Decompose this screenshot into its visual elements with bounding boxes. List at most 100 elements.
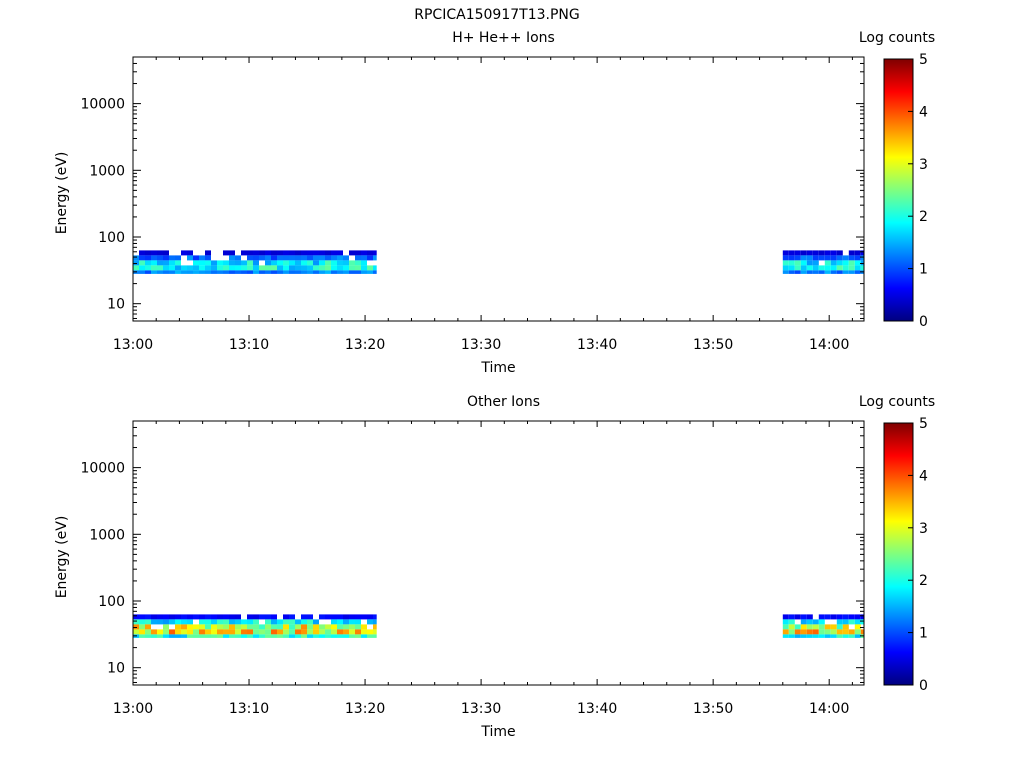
spectrogram-cell — [854, 624, 861, 630]
spectrogram-cell — [355, 255, 361, 261]
spectrogram-cell — [139, 270, 145, 274]
spectrogram-cell — [199, 624, 205, 630]
spectrogram-cell — [818, 614, 825, 620]
spectrogram-cell — [806, 619, 813, 625]
spectrogram-cell — [289, 255, 295, 261]
x-tick-label: 13:00 — [113, 337, 153, 353]
spectrogram-cell — [367, 270, 373, 274]
spectrogram-cell — [205, 255, 211, 261]
spectrogram-cell — [325, 250, 331, 256]
spectrogram-cell — [283, 260, 289, 266]
spectrogram-cell — [848, 260, 855, 266]
spectrogram-cell — [836, 250, 843, 256]
spectrogram-cell — [199, 260, 205, 266]
colorbar — [883, 422, 914, 686]
spectrogram-cell — [253, 255, 259, 261]
spectrogram-cell — [794, 270, 801, 274]
x-tick-label: 13:40 — [577, 701, 617, 717]
spectrogram-cell — [788, 614, 795, 620]
spectrogram-cell — [331, 619, 337, 625]
spectrogram-cell — [830, 624, 837, 630]
spectrogram-cell — [818, 270, 825, 274]
spectrogram-cell — [145, 260, 151, 266]
spectrogram-cell — [355, 629, 361, 635]
spectrogram-cell — [842, 265, 849, 271]
spectrogram-cell — [139, 255, 145, 261]
colorbar-tick-label: 1 — [919, 626, 928, 642]
spectrogram-cell — [307, 265, 313, 271]
spectrogram-cell — [223, 629, 229, 635]
spectrogram-cell — [169, 634, 175, 638]
spectrogram-cell — [265, 629, 271, 635]
spectrogram-cell — [217, 614, 223, 620]
spectrogram-cell — [277, 629, 283, 635]
spectrogram-cell — [181, 634, 187, 638]
spectrogram-cell — [271, 260, 277, 266]
spectrogram-cell — [139, 624, 145, 630]
colorbar-tick-label: 4 — [919, 468, 928, 484]
colorbar-tick-label: 3 — [919, 157, 928, 173]
spectrogram-cell — [247, 619, 253, 625]
spectrogram-cell — [812, 250, 819, 256]
spectrogram-cell — [373, 614, 377, 620]
spectrogram-cell — [169, 619, 175, 625]
spectrogram-cell — [800, 270, 807, 274]
spectrogram-cell — [223, 270, 229, 274]
spectrogram-cell — [313, 255, 319, 261]
colorbar-tick-label: 0 — [919, 314, 928, 330]
spectrogram-cell — [205, 265, 211, 271]
figure-title: RPCICA150917T13.PNG — [414, 7, 579, 23]
spectrogram-cell — [169, 629, 175, 635]
spectrogram-cell — [313, 634, 319, 638]
spectrogram-cell — [313, 250, 319, 256]
spectrogram-cell — [301, 629, 307, 635]
spectrogram-cell — [247, 629, 253, 635]
spectrogram-cell — [253, 629, 259, 635]
spectrogram-cell — [794, 255, 801, 261]
spectrogram-cell — [247, 624, 253, 630]
spectrogram-cell — [157, 250, 163, 256]
spectrogram-cell — [271, 629, 277, 635]
spectrogram-cell — [355, 265, 361, 271]
spectrogram-cell — [259, 624, 265, 630]
spectrogram-cell — [205, 614, 211, 620]
x-tick-label: 13:20 — [345, 337, 385, 353]
spectrogram-cell — [806, 255, 813, 261]
spectrogram-cell — [830, 260, 837, 266]
spectrogram-cell — [271, 270, 277, 274]
spectrogram-cell — [193, 614, 199, 620]
spectrogram-cell — [283, 255, 289, 261]
spectrogram-cell — [271, 265, 277, 271]
spectrogram-cell — [788, 629, 795, 635]
spectrogram-cell — [283, 614, 289, 620]
spectrogram-cell — [331, 270, 337, 274]
spectrogram-cell — [343, 265, 349, 271]
spectrogram-cell — [860, 260, 864, 266]
spectrogram-cell — [151, 634, 157, 638]
spectrogram-cell — [157, 634, 163, 638]
spectrogram-cell — [133, 255, 139, 261]
spectrogram-cell — [295, 250, 301, 256]
spectrogram-cell — [133, 624, 139, 630]
spectrogram-cell — [373, 619, 377, 625]
spectrogram-cell — [271, 634, 277, 638]
y-axis-label: Energy (eV) — [54, 152, 70, 235]
spectrogram-cell — [259, 265, 265, 271]
panel-h-he-ions: H+ He++ Ions 13:00 13:10 13:20 13:30 13:40 13:… — [54, 30, 935, 376]
spectrogram-cell — [818, 634, 825, 638]
spectrogram-cell — [253, 624, 259, 630]
spectrogram-cell — [794, 624, 801, 630]
plot-frame — [132, 56, 865, 322]
spectrogram-cell — [283, 634, 289, 638]
spectrogram-cell — [163, 634, 169, 638]
spectrogram-cell — [337, 614, 343, 620]
spectrogram-cell — [836, 629, 843, 635]
spectrogram-cell — [836, 260, 843, 266]
spectrogram-cell — [289, 614, 295, 620]
spectrogram-cell — [253, 614, 259, 620]
spectrogram-cell — [355, 260, 361, 266]
spectrogram-cell — [247, 265, 253, 271]
spectrogram-cell — [229, 624, 235, 630]
spectrogram-cell — [145, 255, 151, 261]
spectrogram-cell — [313, 629, 319, 635]
